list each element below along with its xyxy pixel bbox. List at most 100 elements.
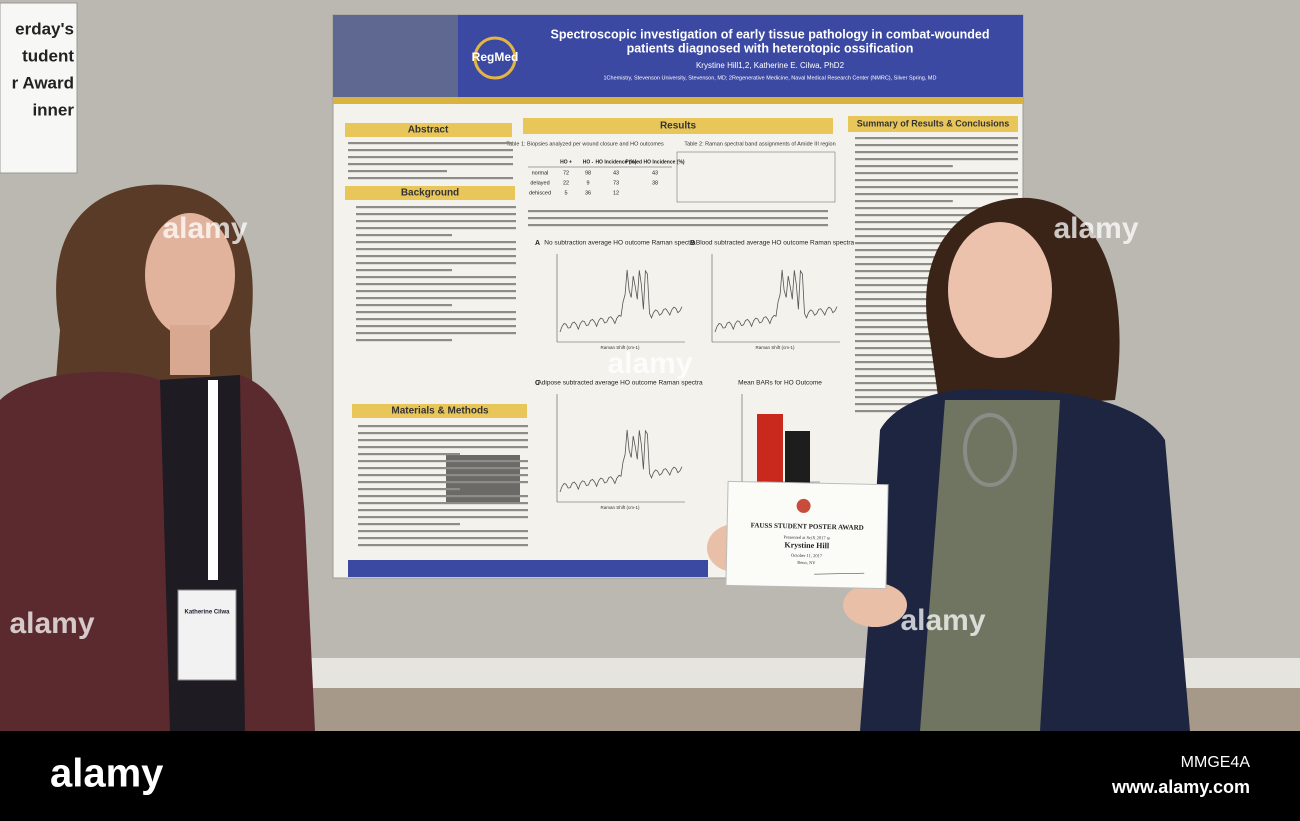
url: www.alamy.com bbox=[1111, 777, 1250, 797]
section-head bbox=[345, 186, 515, 200]
text-line bbox=[855, 172, 1018, 175]
text-line bbox=[356, 318, 516, 321]
text-line bbox=[855, 228, 1018, 231]
bar bbox=[785, 431, 810, 486]
text-line bbox=[356, 269, 452, 272]
face bbox=[145, 213, 235, 337]
text-line bbox=[358, 509, 528, 512]
section-head bbox=[352, 404, 527, 418]
figure-label: C bbox=[535, 380, 540, 387]
text-line bbox=[855, 221, 1018, 224]
figure-title: Adipose subtracted average HO outcome Ra… bbox=[537, 380, 703, 387]
table-cell: delayed bbox=[530, 180, 549, 186]
text-line bbox=[855, 375, 953, 378]
section-title: Background bbox=[401, 188, 459, 199]
sign bbox=[0, 2, 78, 174]
text-line bbox=[855, 242, 1018, 245]
signature bbox=[814, 572, 865, 575]
cardigan bbox=[0, 371, 315, 731]
lanyard bbox=[208, 380, 218, 580]
axis-label: Raman Shift (cm-1) bbox=[600, 505, 640, 510]
section-head bbox=[848, 116, 1018, 132]
table-cell: 38 bbox=[652, 180, 658, 186]
table-cell: 12 bbox=[613, 190, 619, 196]
brand: alamy bbox=[50, 752, 164, 796]
table-cell: 9 bbox=[586, 180, 589, 186]
poster-title: patients diagnosed with heterotopic ossi… bbox=[627, 41, 914, 55]
table-header: HO Incidence (%) bbox=[595, 159, 636, 165]
header-photo bbox=[333, 15, 458, 99]
table-caption: Table 1: Biopsies analyzed per wound clo… bbox=[506, 141, 664, 147]
text-line bbox=[356, 297, 516, 300]
text-line bbox=[358, 537, 528, 540]
table-cell: 22 bbox=[563, 180, 569, 186]
bar bbox=[757, 414, 783, 486]
figure-label: B bbox=[690, 240, 695, 247]
text-line bbox=[855, 137, 1018, 140]
watermark: alamy bbox=[1053, 212, 1138, 245]
text-line bbox=[855, 389, 1018, 392]
text-line bbox=[356, 234, 452, 237]
axis-label: Raman Shift (cm-1) bbox=[600, 345, 640, 350]
footer-bar bbox=[0, 731, 1300, 821]
text-line bbox=[855, 193, 1018, 196]
sign-text: erday's tudent r Award inner bbox=[12, 19, 75, 119]
text-line bbox=[356, 206, 516, 209]
text-line bbox=[348, 156, 513, 159]
text-line bbox=[356, 339, 452, 342]
text-line bbox=[356, 325, 516, 328]
text-line bbox=[356, 304, 452, 307]
certificate-text: Presented at SciX 2017 to bbox=[784, 535, 832, 541]
section-title: Results bbox=[660, 121, 697, 132]
figure-title: Mean BARs for HO Outcome bbox=[738, 380, 822, 387]
text-line bbox=[358, 481, 528, 484]
table-caption: Table 2: Raman spectral band assignments… bbox=[684, 141, 835, 147]
face bbox=[948, 222, 1052, 358]
text-line bbox=[358, 544, 528, 547]
text-line bbox=[348, 163, 513, 166]
certificate-card bbox=[725, 480, 889, 590]
text-line bbox=[356, 311, 516, 314]
text-line bbox=[358, 474, 528, 477]
section-head bbox=[345, 123, 512, 137]
figure-title: Blood subtracted average HO outcome Rama… bbox=[696, 240, 855, 247]
table-cell: 36 bbox=[585, 190, 591, 196]
table-cell: 98 bbox=[585, 170, 591, 176]
sign-line: inner bbox=[32, 100, 74, 119]
text-line bbox=[356, 248, 516, 251]
text-line bbox=[348, 170, 447, 173]
certificate-place: Reno, NV bbox=[797, 560, 816, 566]
poster-title: Spectroscopic investigation of early tis… bbox=[551, 27, 990, 41]
spectrum bbox=[559, 269, 683, 333]
text-line bbox=[358, 446, 528, 449]
watermark: alamy bbox=[607, 347, 692, 380]
table-header: Pooled HO Incidence (%) bbox=[625, 159, 685, 165]
sign-line: erday's bbox=[15, 19, 74, 38]
table-cell: normal bbox=[532, 170, 549, 176]
text-line bbox=[358, 488, 460, 491]
section-head bbox=[523, 118, 833, 134]
text-line bbox=[855, 158, 1018, 161]
text-line bbox=[855, 144, 1018, 147]
text-line bbox=[358, 495, 528, 498]
text-line bbox=[855, 305, 953, 308]
table-header: HO + bbox=[560, 159, 572, 165]
text-line bbox=[358, 453, 460, 456]
text-line bbox=[855, 249, 1018, 252]
text-line bbox=[855, 151, 1018, 154]
text-line bbox=[358, 516, 528, 519]
table-cell: 43 bbox=[652, 170, 658, 176]
watermark: alamy bbox=[9, 607, 94, 640]
text-line bbox=[356, 332, 516, 335]
logo-ring bbox=[473, 36, 517, 80]
badge bbox=[177, 589, 237, 681]
certificate-name: Krystine Hill bbox=[784, 540, 830, 550]
sign-line: r Award bbox=[12, 73, 74, 92]
text-line bbox=[358, 425, 528, 428]
text-line bbox=[356, 283, 516, 286]
text-line bbox=[528, 210, 828, 213]
spectrum bbox=[559, 429, 683, 493]
table-header: HO - bbox=[583, 159, 594, 165]
